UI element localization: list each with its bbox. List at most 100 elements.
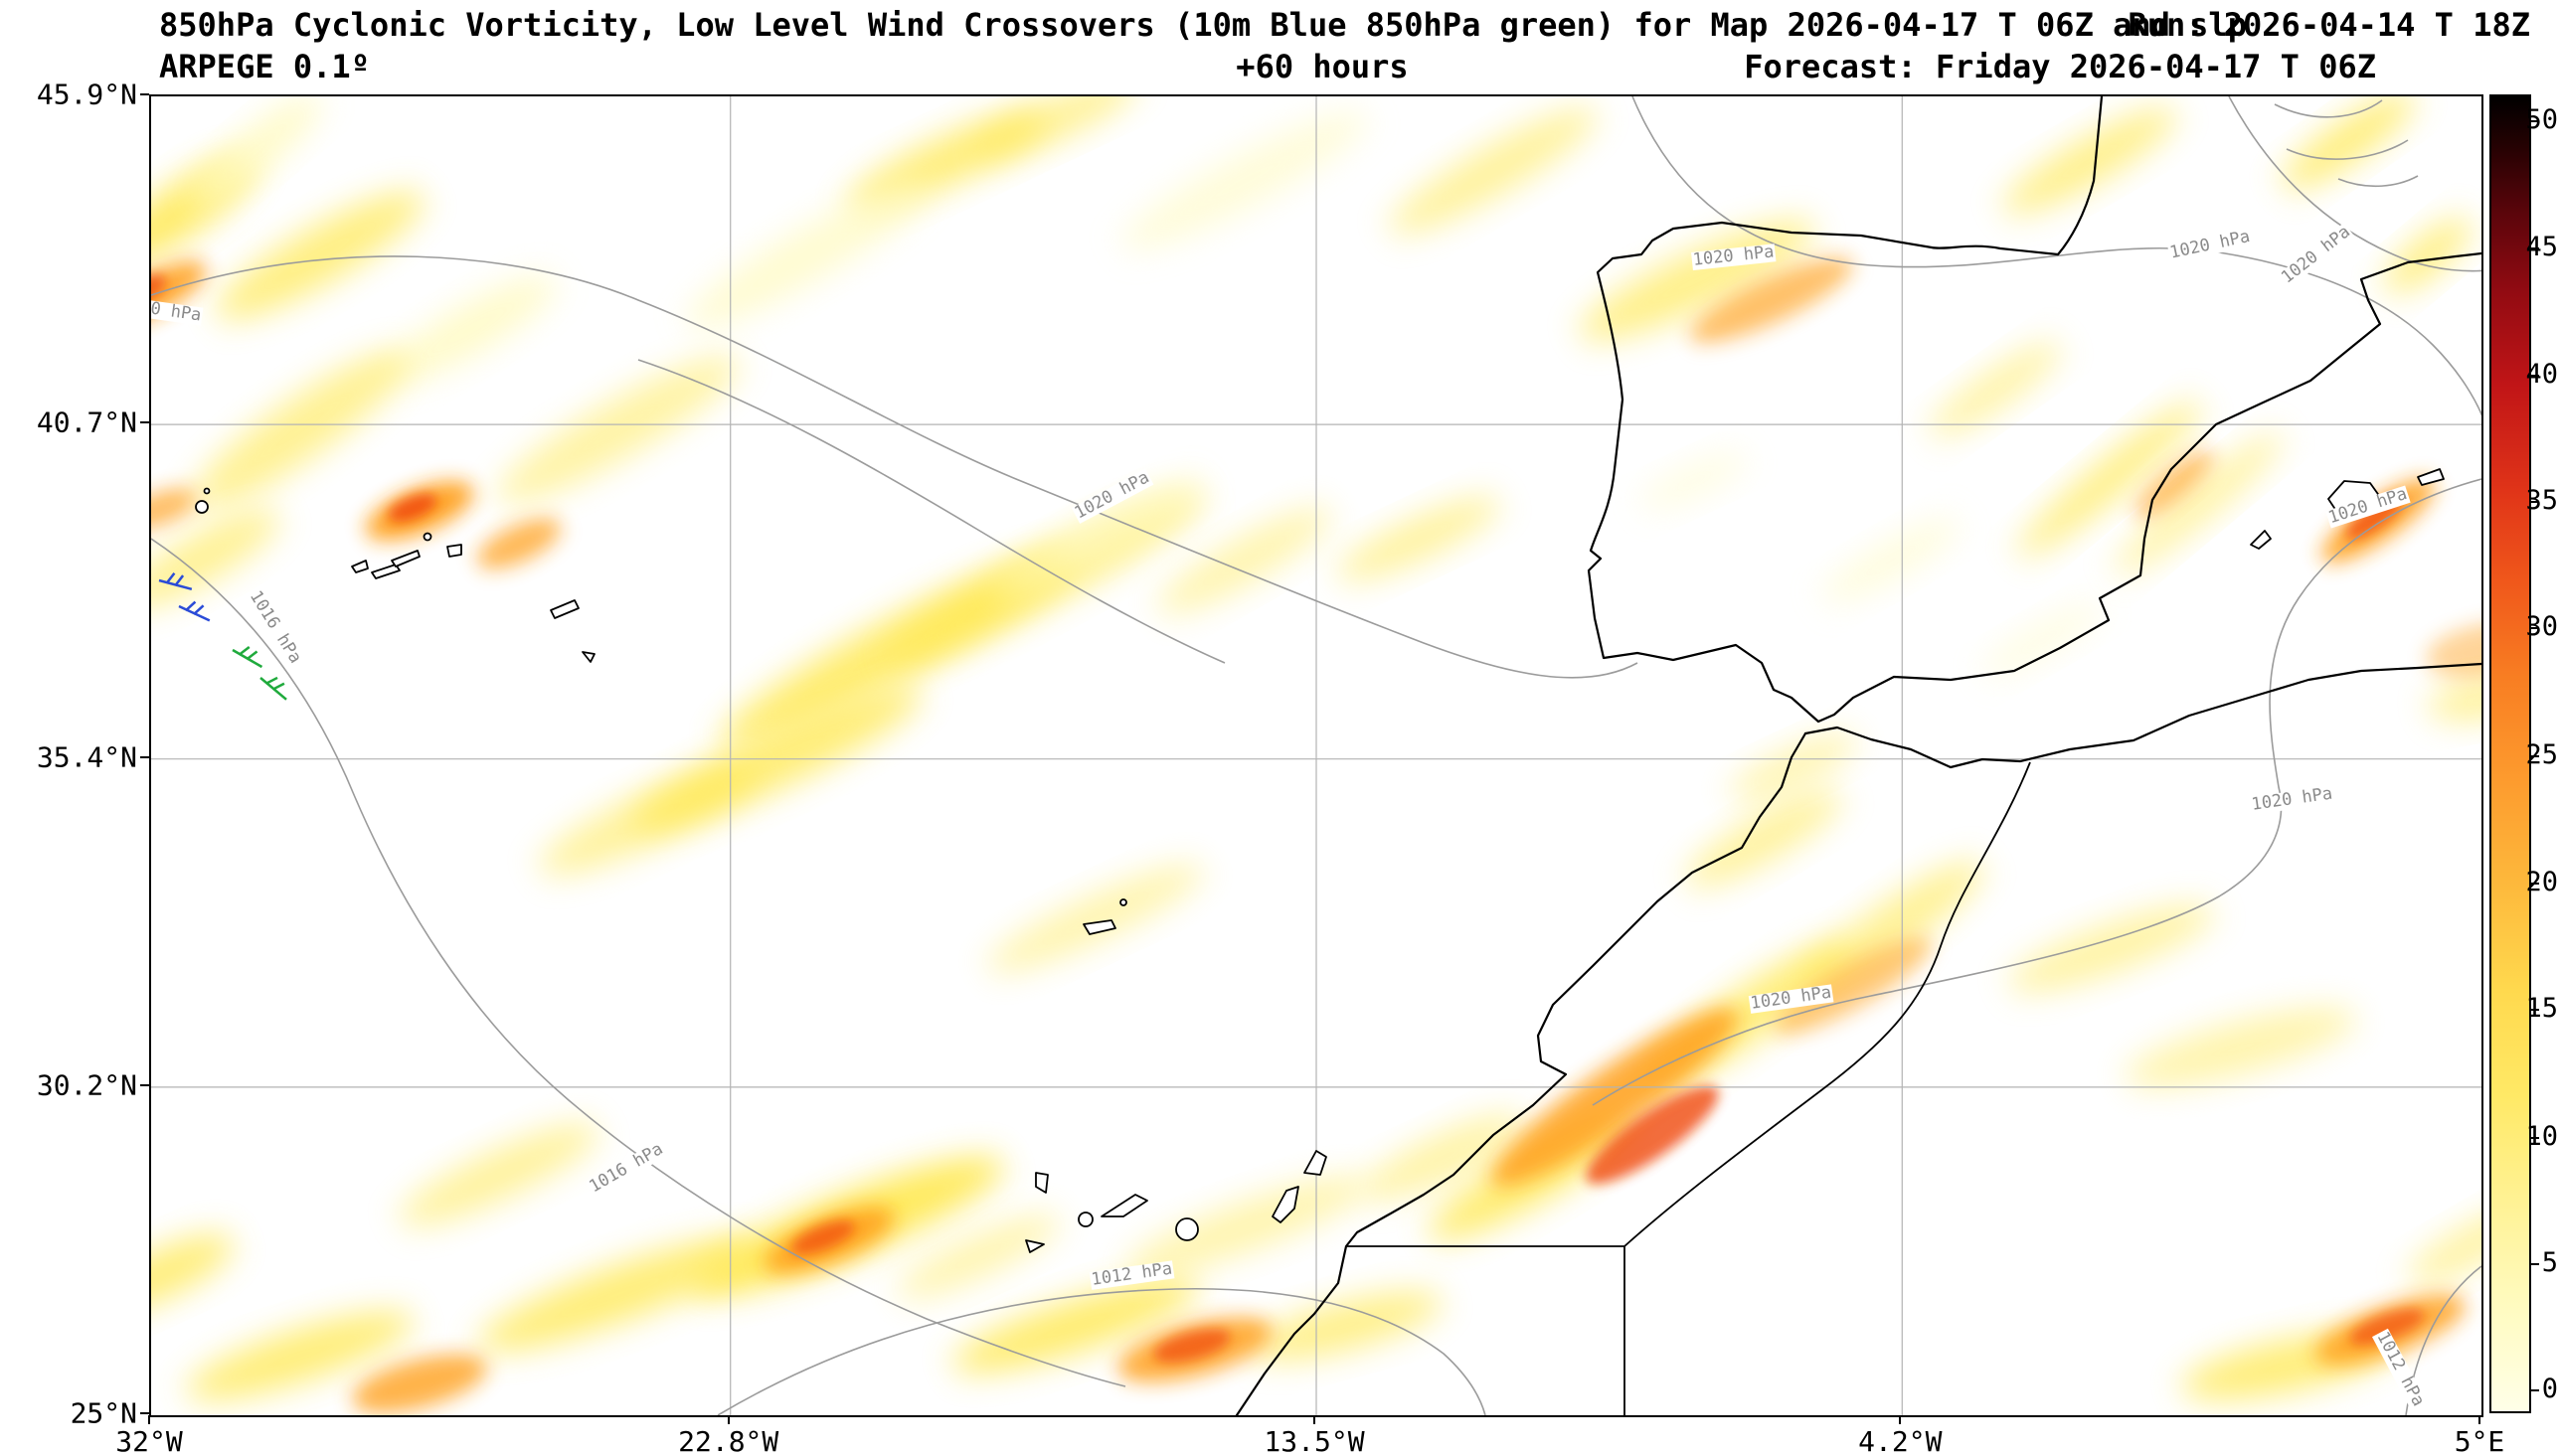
vorticity-blob <box>986 864 1205 973</box>
colorbar-tick-label: 40 <box>2525 358 2558 390</box>
vorticity-blob <box>1250 1291 1443 1361</box>
vorticity-blob <box>2384 218 2472 293</box>
island-ibiza <box>2250 530 2272 550</box>
island-tenerife <box>1101 1194 1148 1217</box>
x-tick-label: 13.5°W <box>1264 1425 1365 1456</box>
wind-barb-glyph <box>178 600 211 622</box>
border-morocco-algeria <box>1623 761 2031 1247</box>
vorticity-blob <box>1689 257 1854 343</box>
isobar-1012 <box>717 1287 1486 1415</box>
vorticity-blob <box>2134 450 2214 518</box>
vorticity-blob <box>399 1123 599 1226</box>
vorticity-blob <box>151 509 279 608</box>
colorbar-tick-mark <box>2531 1389 2539 1392</box>
colorbar-tick-label: 20 <box>2525 866 2558 897</box>
wind-barb-glyph <box>259 676 287 701</box>
colorbar-tick-label: 10 <box>2525 1120 2558 1152</box>
vorticity-blob <box>151 260 207 330</box>
colorbar-tick-label: 0 <box>2541 1374 2558 1405</box>
vorticity-blob <box>352 1354 487 1413</box>
y-tick-label: 35.4°N <box>36 740 137 774</box>
vorticity-blob <box>686 182 929 329</box>
vorticity-blob <box>193 351 408 508</box>
vorticity-blob <box>973 96 1138 162</box>
y-tick-label: 30.2°N <box>36 1068 137 1102</box>
isobar-1020-atlantic-2 <box>637 359 1226 664</box>
isobar-squiggle-3 <box>2337 175 2419 188</box>
x-tick-mark <box>148 1415 150 1424</box>
forecast-label: Forecast: Friday 2026-04-17 T 06Z <box>1744 48 2376 85</box>
colorbar-tick-mark <box>2531 119 2539 122</box>
vorticity-blob <box>1361 1114 1526 1200</box>
isobar-squiggle-1 <box>2274 99 2383 118</box>
coastline-africa-med <box>1803 662 2481 769</box>
vorticity-blob <box>477 1236 760 1352</box>
x-tick-label: 5°E <box>2454 1425 2505 1456</box>
vorticity-blob <box>2017 401 2202 558</box>
wind-barb <box>158 571 193 591</box>
island-lanzarote <box>1303 1150 1327 1176</box>
island-el-hierro <box>1025 1239 1045 1253</box>
colorbar-tick-label: 5 <box>2541 1247 2558 1279</box>
vorticity-blob <box>216 191 425 320</box>
vorticity-blob <box>1586 1085 1719 1185</box>
colorbar-tick-mark <box>2531 755 2539 758</box>
island-menorca <box>2417 468 2445 486</box>
vorticity-blob <box>1730 733 1857 801</box>
island-porto-santo <box>1119 898 1127 906</box>
vorticity-blob <box>896 1213 1061 1299</box>
vorticity-blob <box>1157 507 1332 614</box>
isobar-squiggle-2 <box>2286 139 2409 160</box>
wind-barb <box>259 676 287 701</box>
y-tick-label: 25°N <box>70 1396 137 1430</box>
y-tick-mark <box>140 755 149 758</box>
vorticity-blob <box>189 96 322 208</box>
island-flores <box>195 500 209 514</box>
island-gran-canaria <box>1175 1217 1199 1241</box>
colorbar-tick-label: 15 <box>2525 992 2558 1024</box>
map-plot-area: 1020 hPa 1016 hPa 1020 hPa 1020 hPa 1020 hPa… <box>149 94 2483 1417</box>
isobar-1020-right-africa <box>1592 478 2481 1106</box>
y-tick-mark <box>140 1083 149 1086</box>
island-sao-jorge <box>391 550 421 567</box>
colorbar-tick-label: 30 <box>2525 611 2558 643</box>
vorticity-blob <box>2125 1008 2357 1087</box>
map-svg <box>151 96 2481 1415</box>
vorticity-blob <box>151 274 167 310</box>
islands-layer <box>195 468 2445 1253</box>
vorticity-blob <box>1389 107 1598 235</box>
vorticity-blob <box>2426 622 2481 678</box>
vorticity-blob <box>952 1278 1199 1374</box>
vorticity-blob <box>186 1311 415 1400</box>
vorticity-blob <box>992 479 1205 598</box>
island-corvo <box>203 487 211 495</box>
coastlines-layer <box>1235 96 2481 1415</box>
vorticity-blob <box>1639 451 1749 511</box>
coastline-africa-atlantic <box>1235 731 1807 1415</box>
isobar-1016 <box>151 538 1126 1387</box>
vorticity-blob <box>1336 496 1501 581</box>
vorticity-blob <box>382 275 557 385</box>
island-faial <box>351 560 369 573</box>
island-sao-miguel <box>550 599 580 619</box>
vorticity-blob <box>1490 1008 1739 1187</box>
island-la-gomera <box>1078 1212 1094 1227</box>
vorticity-blob <box>2008 904 2215 992</box>
pressure-contours-layer <box>151 96 2481 1415</box>
colorbar-tick-mark <box>2531 1136 2539 1139</box>
colorbar-tick-mark <box>2531 501 2539 504</box>
colorbar-tick-label: 45 <box>2525 232 2558 263</box>
colorbar-tick-mark <box>2531 247 2539 250</box>
colorbar-tick-mark <box>2531 627 2539 630</box>
vorticity-blob <box>2428 678 2481 722</box>
island-terceira <box>446 544 462 558</box>
coastline-iberia-france <box>1587 96 2481 724</box>
lead-time-label: +60 hours <box>1236 48 1409 85</box>
vorticity-blob <box>1929 341 2062 438</box>
colorbar-tick-label: 25 <box>2525 739 2558 771</box>
vorticity-blob <box>2349 1308 2425 1346</box>
colorbar-tick-mark <box>2531 1263 2539 1266</box>
vorticity-blob <box>496 355 741 504</box>
wind-barbs-layer <box>158 571 287 701</box>
